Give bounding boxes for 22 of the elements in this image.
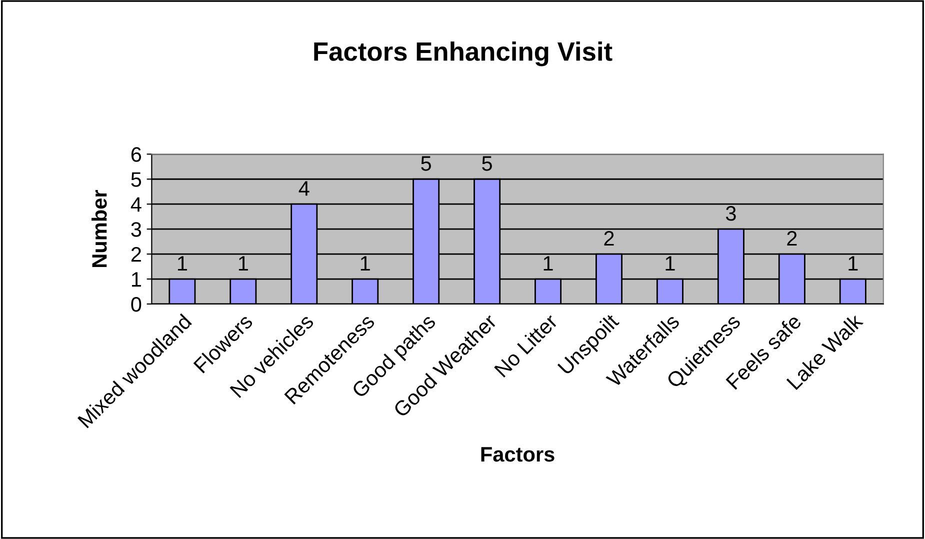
y-tick-label: 5 (131, 172, 142, 187)
data-label: 1 (544, 256, 553, 271)
y-axis-title: Number (92, 190, 107, 268)
data-label: 5 (421, 156, 431, 171)
y-tick-label: 3 (131, 222, 142, 237)
data-label: 2 (604, 231, 614, 246)
y-tick-label: 2 (131, 247, 141, 262)
data-label: 4 (298, 181, 310, 196)
data-label: 1 (360, 256, 370, 271)
y-tick-label: 0 (131, 296, 142, 312)
data-label: 1 (178, 256, 187, 271)
y-tick-label: 6 (131, 147, 142, 162)
y-tick-label: 1 (132, 272, 141, 287)
data-label: 2 (787, 231, 797, 246)
data-label: 1 (848, 256, 858, 271)
data-label: 3 (726, 206, 736, 221)
chart-title: Factors Enhancing Visit (314, 42, 612, 66)
x-axis-title: Factors (481, 447, 554, 462)
data-label: 1 (238, 256, 248, 271)
y-tick-label: 4 (130, 197, 142, 212)
data-label: 1 (666, 256, 675, 271)
data-label: 5 (482, 156, 492, 171)
